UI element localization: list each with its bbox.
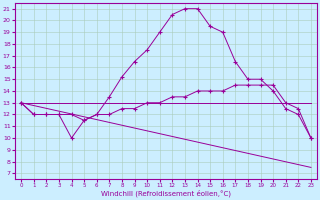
X-axis label: Windchill (Refroidissement éolien,°C): Windchill (Refroidissement éolien,°C)	[101, 190, 231, 197]
